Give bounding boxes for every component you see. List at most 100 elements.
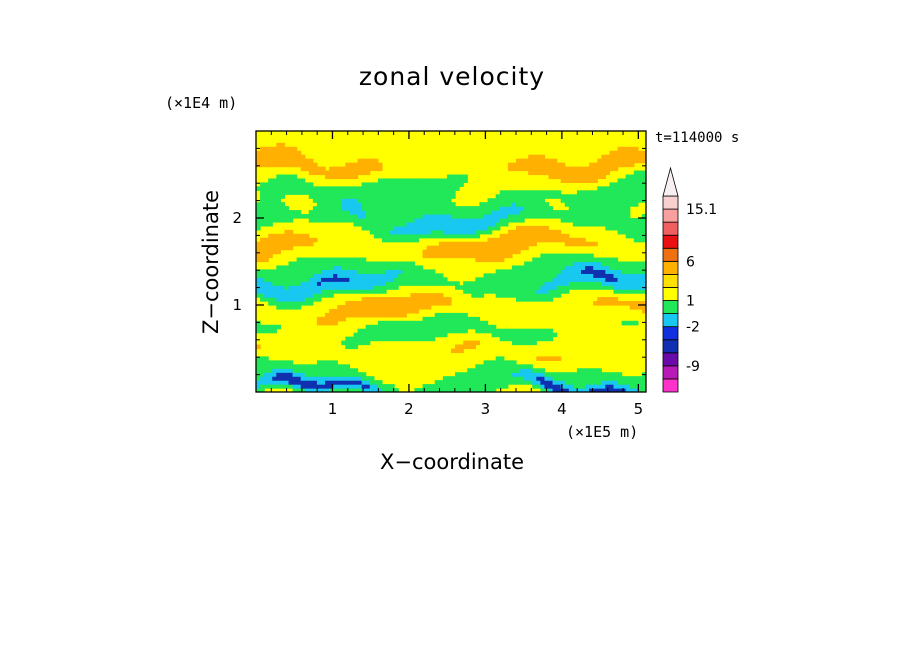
contour-cell [349, 218, 355, 223]
contour-cell [641, 277, 646, 282]
contour-cell [268, 328, 273, 334]
contour-cell [292, 305, 298, 310]
contour-cell [260, 150, 265, 156]
contour-cell [288, 289, 294, 294]
contour-cell [292, 388, 298, 392]
contour-cell [520, 202, 525, 207]
contour-cell [438, 249, 444, 255]
contour-cell [260, 210, 265, 215]
contour-cell [260, 245, 265, 251]
contour-cell [601, 162, 606, 168]
contour-cell [613, 277, 619, 282]
contour-cell [589, 198, 594, 203]
contour-cell [341, 218, 346, 223]
contour-cell [414, 198, 420, 203]
contour-cell [459, 206, 464, 211]
contour-cell [337, 210, 342, 215]
contour-cell [373, 166, 379, 172]
contour-cell [633, 320, 639, 326]
contour-cell [463, 388, 468, 392]
contour-cell [418, 221, 424, 227]
contour-cell [520, 332, 525, 338]
contour-cell [605, 166, 611, 172]
contour-cell [292, 150, 298, 156]
contour-cell [516, 340, 521, 346]
contour-cell [284, 273, 290, 278]
contour-cell [422, 293, 428, 298]
contour-cell [284, 245, 290, 251]
contour-cell [520, 281, 525, 286]
contour-cell [398, 261, 403, 267]
contour-cell [398, 297, 403, 302]
contour-cell [446, 186, 452, 191]
contour-cell [304, 233, 310, 239]
contour-cell [296, 269, 302, 274]
contour-cell [511, 241, 517, 247]
contour-cell [540, 380, 546, 385]
contour-cell [536, 210, 541, 215]
contour-cell [467, 320, 472, 326]
contour-cell [451, 174, 456, 180]
contour-cell [386, 297, 391, 302]
contour-cell [337, 214, 342, 219]
contour-cell [617, 162, 623, 168]
contour-cell [256, 324, 261, 330]
contour-cell [463, 372, 468, 377]
contour-cell [556, 190, 562, 195]
contour-cell [609, 182, 615, 187]
contour-cell [593, 273, 598, 278]
contour-cell [268, 146, 273, 152]
contour-cell [463, 253, 468, 259]
contour-cell [487, 257, 493, 263]
contour-cell [390, 202, 395, 207]
contour-cell [471, 368, 476, 373]
contour-cell [438, 233, 444, 239]
contour-cell [438, 202, 444, 207]
contour-cell [503, 384, 509, 389]
contour-cell [524, 289, 529, 294]
contour-cell [357, 265, 363, 271]
contour-cell [503, 190, 509, 195]
contour-cell [556, 261, 562, 267]
contour-cell [361, 340, 367, 346]
contour-cell [422, 221, 428, 227]
contour-cell [329, 198, 334, 203]
contour-cell [268, 214, 273, 219]
contour-cell [349, 210, 355, 215]
contour-cell [625, 380, 631, 385]
contour-cell [272, 245, 277, 251]
contour-cell [467, 368, 472, 373]
contour-cell [548, 174, 554, 180]
contour-cell [390, 218, 395, 223]
contour-cell [264, 297, 269, 302]
contour-cell [418, 301, 424, 306]
contour-cell [357, 336, 363, 342]
contour-cell [524, 285, 529, 290]
contour-cell [499, 384, 505, 389]
contour-cell [442, 388, 448, 392]
contour-cell [369, 261, 375, 267]
contour-cell [507, 289, 513, 294]
contour-cell [503, 273, 509, 278]
contour-cell [296, 376, 302, 381]
contour-cell [442, 178, 448, 184]
contour-cell [256, 249, 261, 255]
contour-cell [276, 293, 281, 298]
contour-cell [576, 281, 582, 286]
contour-cell [552, 273, 558, 278]
contour-cell [284, 277, 290, 282]
contour-cell [463, 249, 468, 255]
contour-cell [386, 206, 391, 211]
contour-cell [418, 218, 424, 223]
contour-cell [438, 241, 444, 247]
contour-cell [381, 182, 387, 187]
contour-cell [386, 194, 391, 199]
contour-cell [365, 194, 371, 199]
contour-cell [581, 261, 586, 267]
contour-cell [593, 194, 598, 199]
contour-cell [337, 277, 342, 282]
contour-cell [560, 178, 566, 184]
contour-cell [410, 281, 416, 286]
contour-cell [629, 388, 635, 392]
contour-cell [292, 233, 298, 239]
